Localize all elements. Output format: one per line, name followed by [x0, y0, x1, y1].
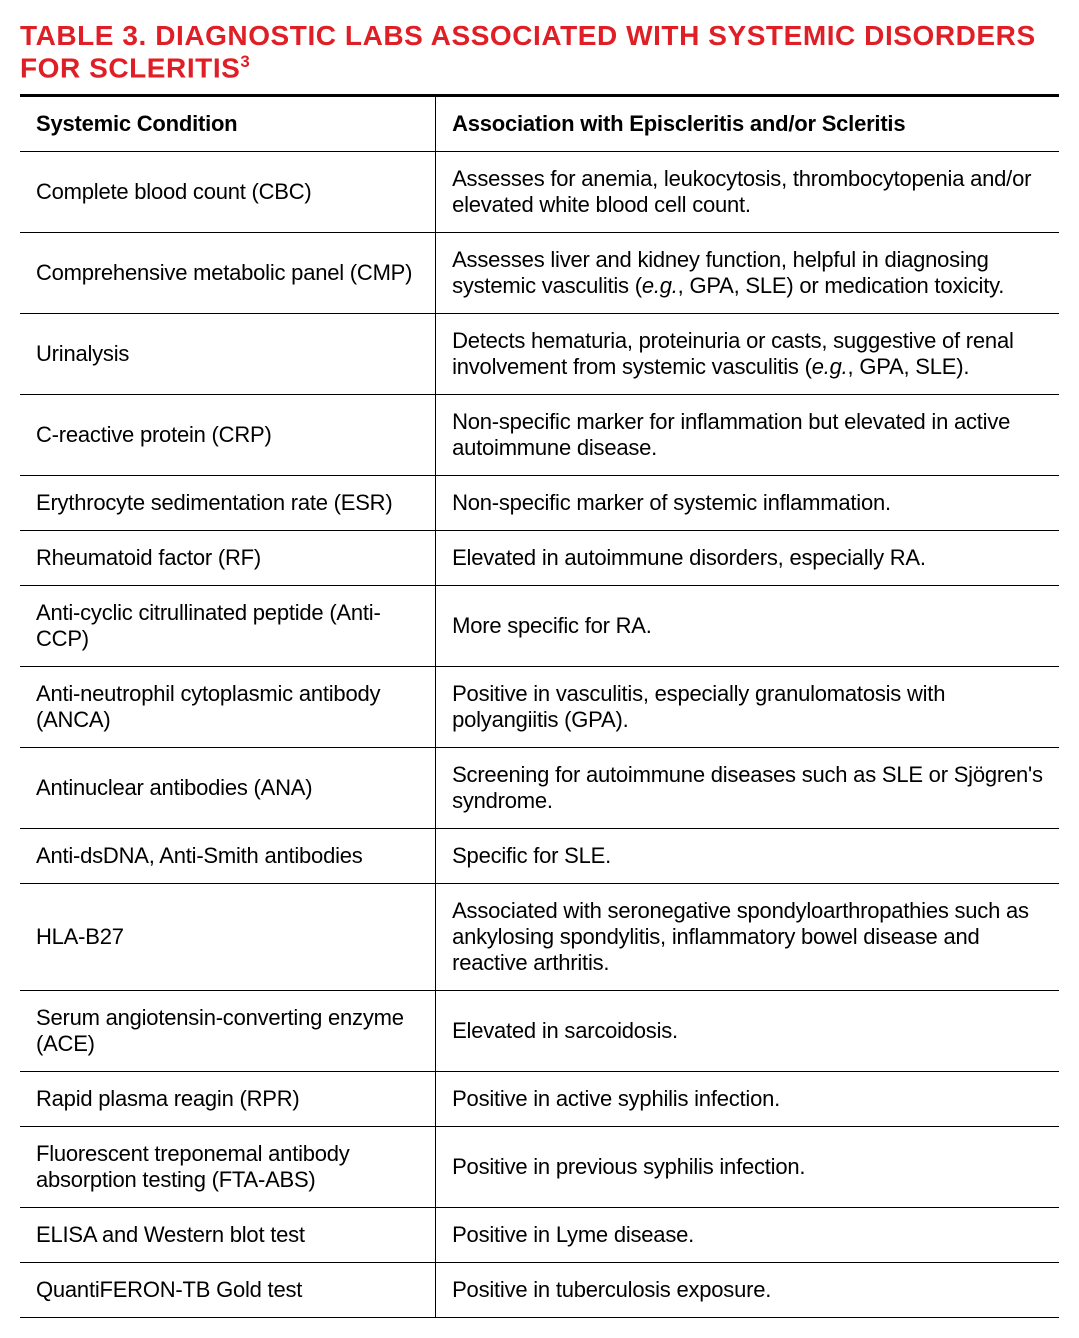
cell-association: Positive in active syphilis infection. — [436, 1072, 1059, 1127]
cell-condition: Comprehensive metabolic panel (CMP) — [20, 233, 436, 314]
col-header-association: Association with Episcleritis and/or Scl… — [436, 96, 1059, 152]
table-row: Fluorescent treponemal antibody absorpti… — [20, 1127, 1059, 1208]
diagnostic-labs-table: Systemic Condition Association with Epis… — [20, 94, 1059, 1318]
table-row: Comprehensive metabolic panel (CMP)Asses… — [20, 233, 1059, 314]
cell-association: Assesses liver and kidney function, help… — [436, 233, 1059, 314]
table-row: Anti-cyclic citrullinated peptide (Anti-… — [20, 586, 1059, 667]
cell-association: Elevated in autoimmune disorders, especi… — [436, 531, 1059, 586]
cell-association: Screening for autoimmune diseases such a… — [436, 748, 1059, 829]
cell-condition: QuantiFERON-TB Gold test — [20, 1263, 436, 1318]
cell-condition: Antinuclear antibodies (ANA) — [20, 748, 436, 829]
table-row: ELISA and Western blot testPositive in L… — [20, 1208, 1059, 1263]
table-row: Anti-dsDNA, Anti-Smith antibodiesSpecifi… — [20, 829, 1059, 884]
cell-association: Assesses for anemia, leukocytosis, throm… — [436, 152, 1059, 233]
cell-condition: Serum angiotensin-converting enzyme (ACE… — [20, 991, 436, 1072]
cell-condition: Anti-cyclic citrullinated peptide (Anti-… — [20, 586, 436, 667]
cell-association: Positive in tuberculosis exposure. — [436, 1263, 1059, 1318]
table-header-row: Systemic Condition Association with Epis… — [20, 96, 1059, 152]
cell-association: Specific for SLE. — [436, 829, 1059, 884]
table-row: Rheumatoid factor (RF)Elevated in autoim… — [20, 531, 1059, 586]
table-container: TABLE 3. DIAGNOSTIC LABS ASSOCIATED WITH… — [20, 20, 1059, 1318]
cell-condition: C-reactive protein (CRP) — [20, 395, 436, 476]
cell-condition: Erythrocyte sedimentation rate (ESR) — [20, 476, 436, 531]
cell-association: More specific for RA. — [436, 586, 1059, 667]
cell-condition: Urinalysis — [20, 314, 436, 395]
col-header-condition: Systemic Condition — [20, 96, 436, 152]
cell-association: Detects hematuria, proteinuria or casts,… — [436, 314, 1059, 395]
table-row: QuantiFERON-TB Gold testPositive in tube… — [20, 1263, 1059, 1318]
title-sup: 3 — [240, 52, 250, 71]
cell-condition: ELISA and Western blot test — [20, 1208, 436, 1263]
cell-condition: Complete blood count (CBC) — [20, 152, 436, 233]
cell-association: Positive in previous syphilis infection. — [436, 1127, 1059, 1208]
title-text: TABLE 3. DIAGNOSTIC LABS ASSOCIATED WITH… — [20, 20, 1036, 83]
table-row: Rapid plasma reagin (RPR)Positive in act… — [20, 1072, 1059, 1127]
table-row: Erythrocyte sedimentation rate (ESR)Non-… — [20, 476, 1059, 531]
cell-condition: HLA-B27 — [20, 884, 436, 991]
table-row: C-reactive protein (CRP)Non-specific mar… — [20, 395, 1059, 476]
table-title: TABLE 3. DIAGNOSTIC LABS ASSOCIATED WITH… — [20, 20, 1059, 84]
cell-association: Associated with seronegative spondyloart… — [436, 884, 1059, 991]
table-body: Complete blood count (CBC)Assesses for a… — [20, 152, 1059, 1318]
table-row: UrinalysisDetects hematuria, proteinuria… — [20, 314, 1059, 395]
cell-association: Elevated in sarcoidosis. — [436, 991, 1059, 1072]
cell-condition: Anti-neutrophil cytoplasmic antibody (AN… — [20, 667, 436, 748]
cell-association: Non-specific marker of systemic inflamma… — [436, 476, 1059, 531]
table-row: Serum angiotensin-converting enzyme (ACE… — [20, 991, 1059, 1072]
table-row: Anti-neutrophil cytoplasmic antibody (AN… — [20, 667, 1059, 748]
table-row: Complete blood count (CBC)Assesses for a… — [20, 152, 1059, 233]
cell-condition: Anti-dsDNA, Anti-Smith antibodies — [20, 829, 436, 884]
cell-association: Positive in vasculitis, especially granu… — [436, 667, 1059, 748]
cell-condition: Fluorescent treponemal antibody absorpti… — [20, 1127, 436, 1208]
cell-association: Positive in Lyme disease. — [436, 1208, 1059, 1263]
cell-association: Non-specific marker for inflammation but… — [436, 395, 1059, 476]
table-row: HLA-B27Associated with seronegative spon… — [20, 884, 1059, 991]
cell-condition: Rheumatoid factor (RF) — [20, 531, 436, 586]
cell-condition: Rapid plasma reagin (RPR) — [20, 1072, 436, 1127]
table-row: Antinuclear antibodies (ANA)Screening fo… — [20, 748, 1059, 829]
